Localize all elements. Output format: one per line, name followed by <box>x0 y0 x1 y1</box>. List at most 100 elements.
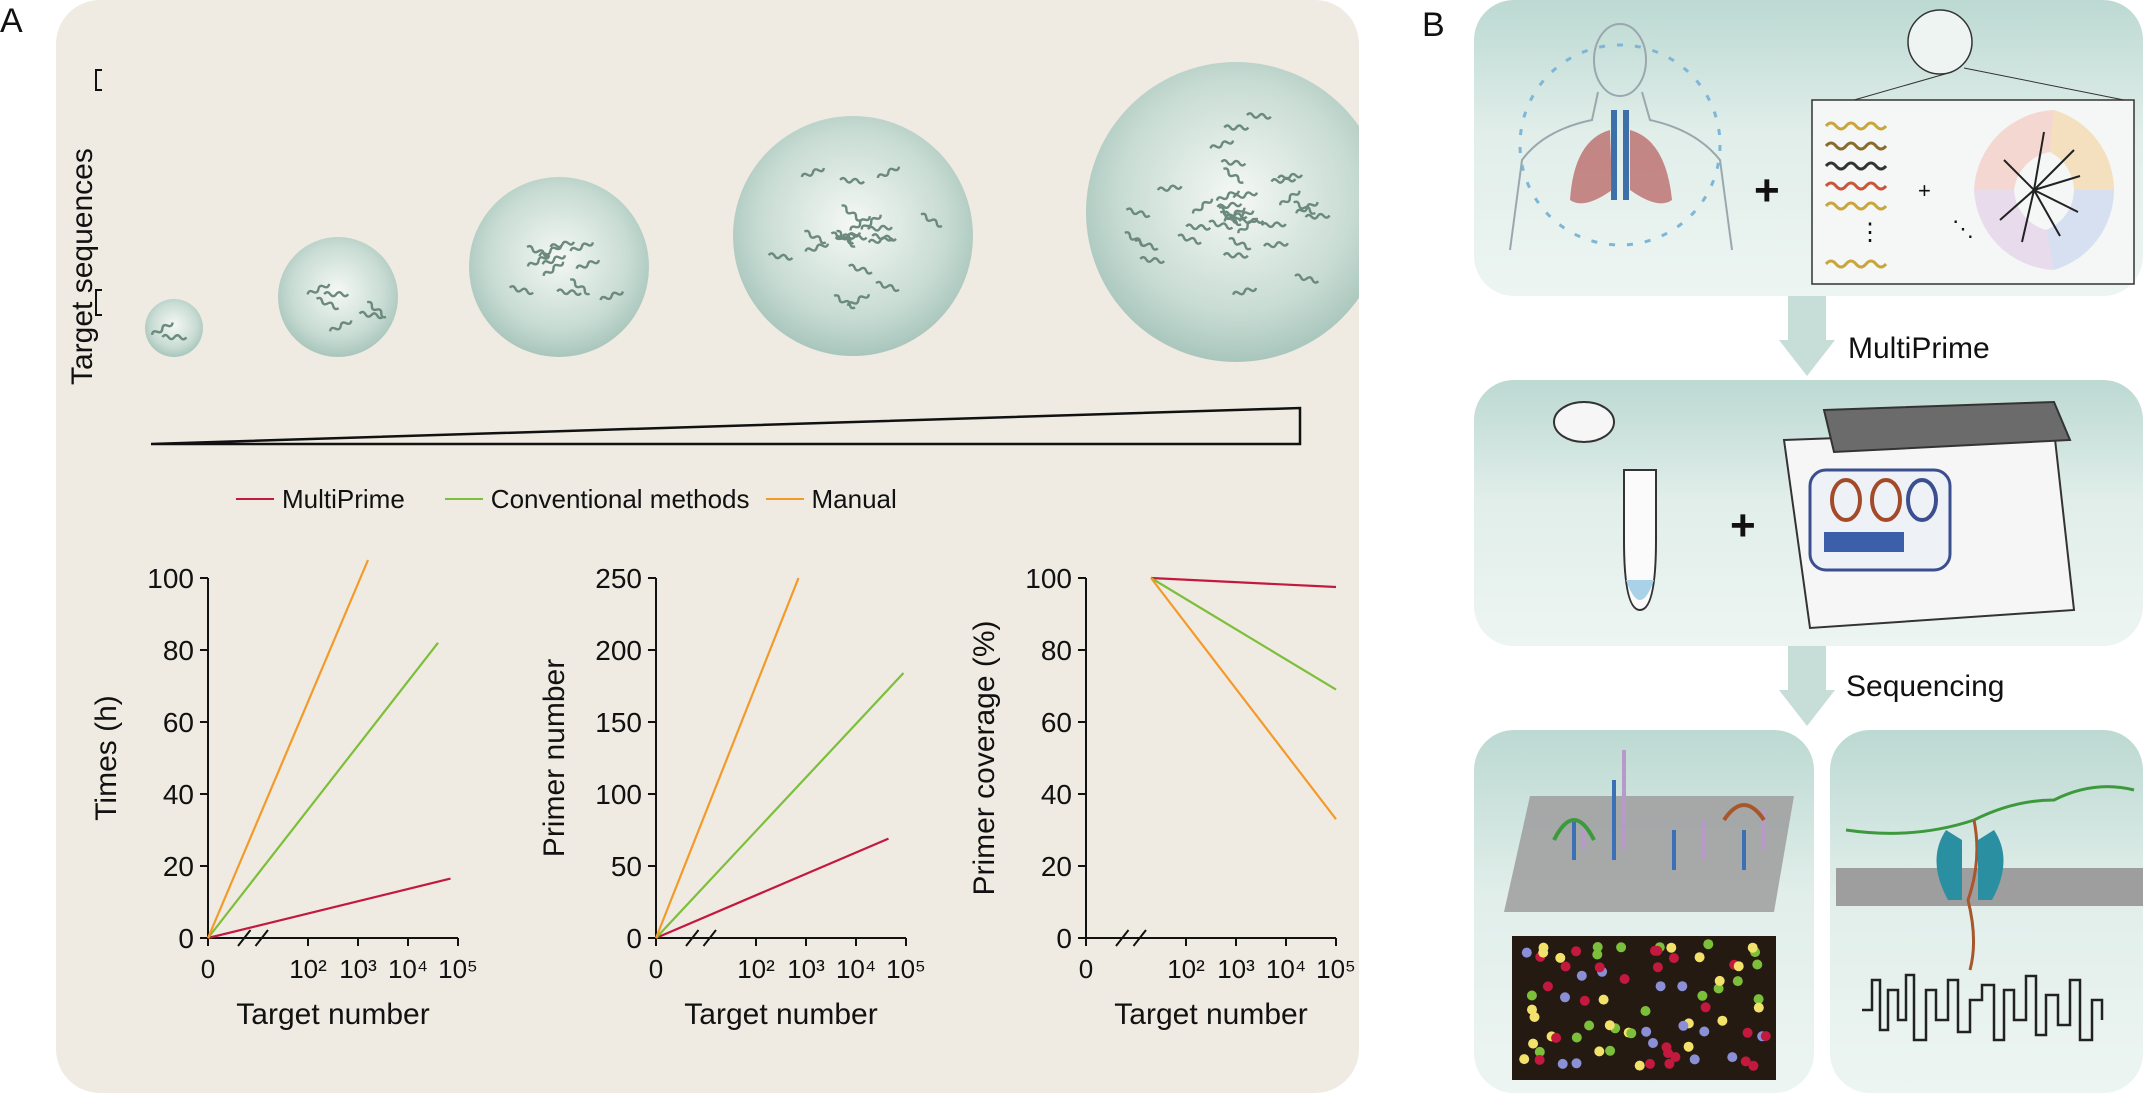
axis-break <box>1115 929 1147 947</box>
sphere-3 <box>469 177 649 357</box>
fluorescence-dot <box>1542 981 1553 992</box>
lungs-icon <box>1611 110 1629 200</box>
fluorescence-dot <box>1713 983 1724 994</box>
y-tick-label: 100 <box>147 563 194 594</box>
fluorescence-dot <box>1666 942 1677 953</box>
fluorescence-dot <box>1733 961 1744 972</box>
legend-label-multiprime: MultiPrime <box>282 483 405 514</box>
y-tick-label: 20 <box>1041 851 1072 882</box>
fluorescence-dot <box>1598 994 1609 1005</box>
fluorescence-dot <box>1555 952 1566 963</box>
fluorescence-dot <box>1752 959 1763 970</box>
fluorescence-dot <box>1634 1060 1645 1071</box>
legend-swatch-conventional <box>444 498 483 500</box>
fluorescence-dot <box>1760 1031 1771 1042</box>
x-tick-label: 0 <box>201 954 215 984</box>
fluorescence-dot <box>1717 1015 1728 1026</box>
fluorescence-dot <box>1697 990 1708 1001</box>
aligned-sequences-icon <box>1824 121 1888 269</box>
y-tick-label: 100 <box>595 779 642 810</box>
x-tick-label: 0 <box>649 954 663 984</box>
database-plus-sign: + <box>1918 178 1931 203</box>
bracket-top <box>95 69 102 91</box>
step-label-sequencing: Sequencing <box>1846 670 2005 703</box>
axis-break <box>237 929 269 947</box>
fluorescence-dot <box>1652 945 1663 956</box>
legend-swatch-manual <box>765 498 804 500</box>
fluorescence-dot <box>1678 1020 1689 1031</box>
legend-label-conventional: Conventional methods <box>490 483 750 514</box>
virus-ring-icon <box>1518 43 1722 247</box>
fluorescence-dot <box>1670 1052 1681 1062</box>
fluorescence-dot <box>1689 1054 1700 1065</box>
chart-times: 0 20 40 60 80 100 0 10² 10³ 10⁴ 10⁵ Target number Ti… <box>90 559 478 1031</box>
fluorescence-dot <box>1640 1006 1651 1016</box>
fluorescence-dot <box>1534 1046 1545 1057</box>
fluorescence-dot <box>1560 961 1571 972</box>
panel-b-illustrations: + + ⋮ + ⋱ <box>1504 9 2143 1080</box>
plus-sign-2: + <box>1730 501 1756 550</box>
series-line-manual <box>654 577 800 939</box>
zoom-lines <box>1853 67 2125 101</box>
fluorescence-dot <box>1732 976 1743 987</box>
series-line-manual <box>206 559 370 939</box>
y-tick-label: 60 <box>163 707 194 738</box>
sphere-2 <box>278 237 398 357</box>
y-tick-label: 40 <box>1041 779 1072 810</box>
x-tick-label: 10² <box>1167 954 1205 984</box>
fluorescence-dots <box>1519 939 1771 1071</box>
fluorescence-dot <box>1594 1046 1605 1057</box>
fluorescence-dot <box>1605 1045 1616 1056</box>
phylogenetic-tree-icon <box>1974 110 2114 270</box>
plus-sign-1: + <box>1754 166 1780 215</box>
vertical-ellipsis: ⋮ <box>1858 219 1882 246</box>
fluorescence-dot <box>1664 1058 1675 1069</box>
x-tick-label: 10⁴ <box>388 954 428 984</box>
nanopore-protein-icon <box>1936 830 2004 900</box>
fluorescence-dot <box>1521 947 1532 958</box>
series-line-multiprime <box>1150 576 1337 589</box>
y-tick-label: 80 <box>1041 635 1072 666</box>
y-tick-label: 0 <box>1056 923 1072 954</box>
arrow-down-2 <box>1779 646 1835 726</box>
fluorescence-dot <box>1727 1052 1738 1063</box>
chart-primer-coverage: 0 20 40 60 80 100 0 10² 10³ 10⁴ 10⁵ Target number Pr… <box>968 563 1356 1031</box>
fluorescence-dot <box>1534 1054 1545 1065</box>
tree-ellipsis: ⋱ <box>1952 216 1974 241</box>
fluorescence-dot <box>1527 1004 1537 1015</box>
fluorescence-dot <box>1703 939 1714 950</box>
legend-swatch-multiprime <box>236 498 274 500</box>
series-line-conventional-methods <box>1150 577 1337 691</box>
x-tick-label: 10² <box>737 954 775 984</box>
x-tick-label: 10⁵ <box>1316 954 1356 984</box>
sequencing-clusters-icon <box>1552 750 1766 870</box>
y-tick-label: 80 <box>163 635 194 666</box>
fluorescence-dot <box>1576 970 1587 981</box>
fluorescence-dot <box>1683 1041 1694 1052</box>
y-tick-label: 60 <box>1041 707 1072 738</box>
sphere-1 <box>145 299 203 357</box>
y-tick-label: 150 <box>595 707 642 738</box>
target-sequences-label: Target sequences <box>66 148 99 385</box>
fluorescence-dot <box>1677 981 1688 992</box>
fluorescence-dot <box>1557 1058 1568 1069</box>
bracket-bottom <box>95 289 102 316</box>
axis-break <box>685 929 717 947</box>
fluorescence-dot <box>1538 947 1549 958</box>
fluorescence-dot <box>1579 995 1590 1006</box>
fluorescence-dot <box>1700 1002 1711 1013</box>
fluorescence-dot <box>1604 1020 1615 1031</box>
fluorescence-dot <box>1753 994 1764 1005</box>
fluorescence-dot <box>1699 1026 1710 1037</box>
fluorescence-dot <box>1714 975 1725 986</box>
fluorescence-dot <box>1661 1042 1672 1053</box>
series-line-multiprime <box>207 877 451 940</box>
x-tick-label: 10³ <box>1217 954 1255 984</box>
pcr-tube-icon <box>1553 401 1657 612</box>
fluorescence-dot <box>1594 962 1605 973</box>
y-axis-label: Primer coverage (%) <box>968 620 1001 895</box>
panel-b-letter: B <box>1422 6 1445 44</box>
target-sequences-text: Target sequences <box>66 148 99 385</box>
fluorescence-dot <box>1619 974 1630 984</box>
fluorescence-dot <box>1528 1038 1539 1049</box>
